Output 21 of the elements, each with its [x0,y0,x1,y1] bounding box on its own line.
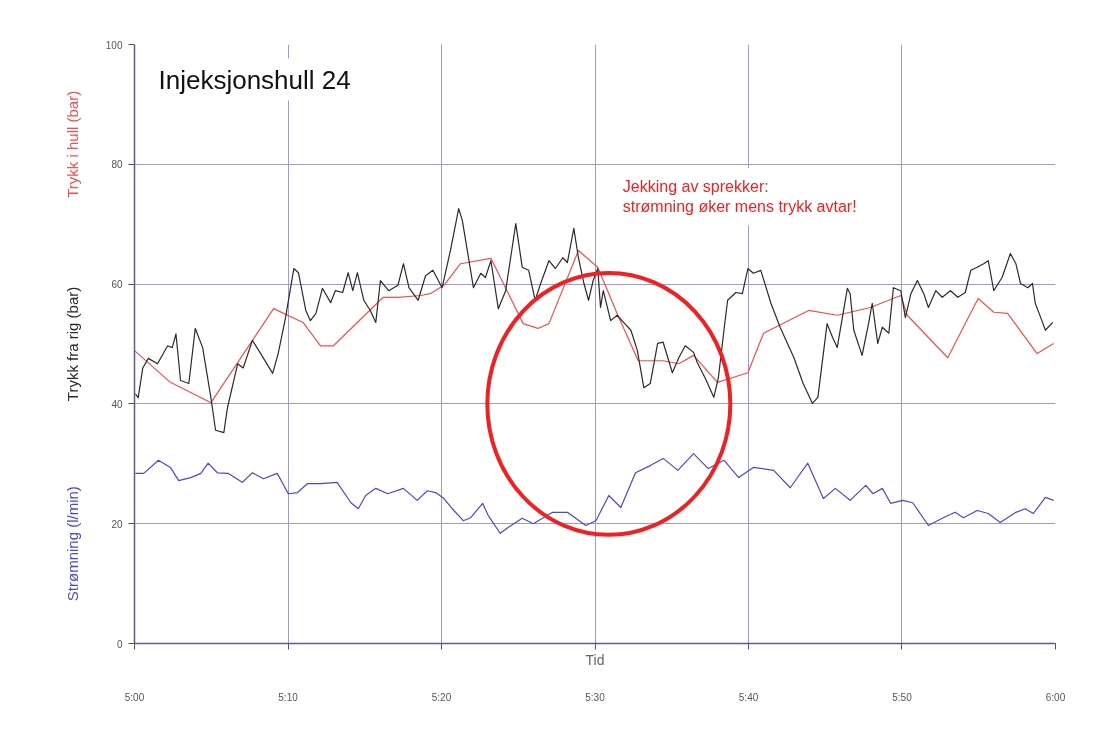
text: Injeksjonshull 24 [158,64,351,95]
y-tick-label: 0 [116,638,123,650]
x-tick-label: 5:30 [585,691,606,703]
x-tick-label: 5:50 [892,691,913,703]
x-tick-label: 5:40 [738,691,759,703]
line-series [134,453,1055,534]
text: Trykk i hull (bar) [63,90,81,198]
line-series [134,249,1055,404]
x-tick-label: 5:20 [431,691,452,703]
y-tick-label: 60 [111,279,123,291]
annotation: Jekking av sprekker: strømning øker mens trykk avtar! [622,177,857,216]
text: Trykk fra rig (bar) [63,286,81,402]
y-tick-label: 40 [111,398,123,410]
x-axis-title: Tid [585,651,605,668]
x-tick-label: 6:00 [1045,691,1066,703]
y-tick-label: 100 [105,39,123,51]
x-tick-label: 5:10 [278,691,299,703]
y-tick-label: 20 [111,518,123,530]
text: Strømning (l/min) [63,486,81,602]
y-tick-label: 80 [111,159,123,171]
x-tick-label: 5:00 [124,691,145,703]
